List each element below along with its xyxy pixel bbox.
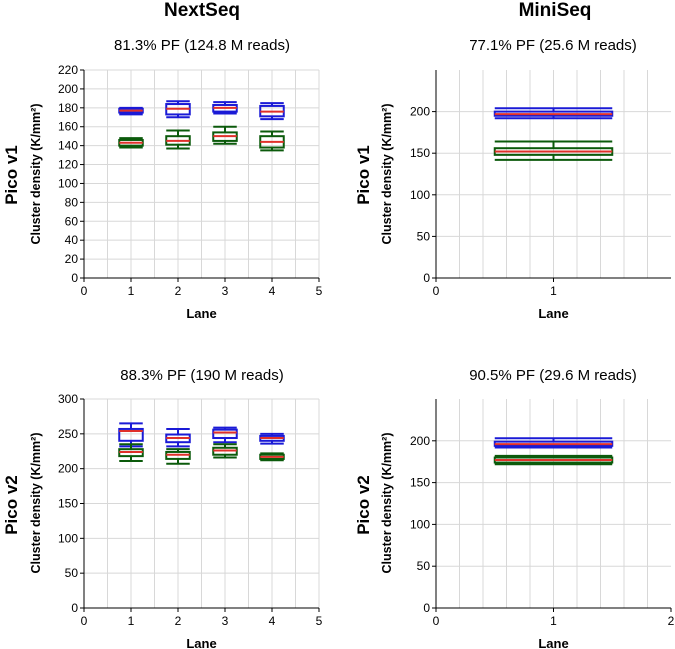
y-tick-label: 100 <box>410 517 430 531</box>
box-lower-lane-2 <box>165 129 191 150</box>
box-upper-lane-1 <box>493 107 614 120</box>
box-upper-lane-3 <box>212 426 238 444</box>
y-tick-label: 180 <box>58 101 78 115</box>
panel-nextseq-v2 <box>80 398 320 612</box>
x-tick-label: 5 <box>316 614 323 628</box>
x-tick-label: 1 <box>550 284 557 298</box>
x-tick-label: 0 <box>433 614 440 628</box>
y-tick-label: 140 <box>58 139 78 153</box>
y-tick-label: 80 <box>65 195 79 209</box>
box-iqr <box>212 428 238 440</box>
y-tick-label: 0 <box>71 601 78 615</box>
box-lower-lane-1 <box>118 443 144 463</box>
y-tick-label: 200 <box>58 82 78 96</box>
y-tick-label: 0 <box>423 271 430 285</box>
y-tick-label: 250 <box>58 427 78 441</box>
x-tick-label: 0 <box>81 614 88 628</box>
column-header-miniseq: MiniSeq <box>518 0 592 21</box>
box-lower-lane-1 <box>493 454 614 466</box>
y-tick-label: 150 <box>410 476 430 490</box>
panel-title: 77.1% PF (25.6 M reads) <box>469 37 637 54</box>
x-tick-label: 2 <box>175 284 182 298</box>
box-upper-lane-2 <box>165 427 191 448</box>
panel-title: 90.5% PF (29.6 M reads) <box>469 367 637 384</box>
y-tick-label: 50 <box>417 229 431 243</box>
box-lower-lane-4 <box>259 130 285 152</box>
x-axis-label: Lane <box>538 636 568 649</box>
y-tick-label: 200 <box>410 434 430 448</box>
x-tick-label: 1 <box>128 614 135 628</box>
panel-title: 88.3% PF (190 M reads) <box>120 367 283 384</box>
box-lower-lane-3 <box>212 443 238 459</box>
box-lower-lane-4 <box>259 452 285 462</box>
x-tick-label: 3 <box>222 614 229 628</box>
y-tick-label: 100 <box>58 176 78 190</box>
y-tick-label: 60 <box>65 214 79 228</box>
panel-miniseq-v2 <box>432 399 672 612</box>
y-tick-label: 0 <box>423 601 430 615</box>
x-axis-label: Lane <box>538 306 568 321</box>
x-tick-label: 4 <box>269 614 276 628</box>
y-tick-label: 20 <box>65 252 79 266</box>
box-upper-lane-4 <box>259 102 285 121</box>
box-upper-lane-1 <box>118 106 144 116</box>
y-axis-label: Cluster density (K/mm²) <box>380 104 394 245</box>
y-tick-label: 120 <box>58 158 78 172</box>
y-tick-label: 40 <box>65 233 79 247</box>
x-axis-label: Lane <box>186 306 216 321</box>
x-tick-label: 5 <box>316 284 323 298</box>
panel-nextseq-v1 <box>80 69 320 282</box>
box-lower-lane-2 <box>165 448 191 465</box>
y-axis-label: Cluster density (K/mm²) <box>380 433 394 574</box>
box-lower-lane-1 <box>493 140 614 161</box>
y-tick-label: 100 <box>410 188 430 202</box>
y-tick-label: 50 <box>65 566 79 580</box>
x-tick-label: 2 <box>175 614 182 628</box>
x-tick-label: 2 <box>668 614 675 628</box>
box-lower-lane-1 <box>118 137 144 149</box>
x-tick-label: 3 <box>222 284 229 298</box>
box-upper-lane-1 <box>493 437 614 449</box>
y-tick-label: 300 <box>58 392 78 406</box>
x-tick-label: 0 <box>433 284 440 298</box>
x-tick-label: 4 <box>269 284 276 298</box>
y-tick-label: 200 <box>410 105 430 119</box>
y-axis-label: Cluster density (K/mm²) <box>29 433 43 574</box>
y-tick-label: 200 <box>58 462 78 476</box>
y-tick-label: 100 <box>58 531 78 545</box>
box-upper-lane-3 <box>212 101 238 115</box>
panel-miniseq-v1 <box>432 70 671 282</box>
box-upper-lane-2 <box>165 100 191 119</box>
y-tick-label: 0 <box>71 271 78 285</box>
y-tick-label: 160 <box>58 120 78 134</box>
box-iqr <box>118 427 144 442</box>
x-tick-label: 0 <box>81 284 88 298</box>
x-tick-label: 1 <box>550 614 557 628</box>
y-axis-label: Cluster density (K/mm²) <box>29 104 43 245</box>
panel-title: 81.3% PF (124.8 M reads) <box>114 37 290 54</box>
x-axis-label: Lane <box>186 636 216 649</box>
x-tick-label: 1 <box>128 284 135 298</box>
y-tick-label: 150 <box>58 497 78 511</box>
y-tick-label: 50 <box>417 559 431 573</box>
box-upper-lane-4 <box>259 432 285 445</box>
y-tick-label: 150 <box>410 146 430 160</box>
column-header-nextseq: NextSeq <box>163 0 241 21</box>
y-tick-label: 220 <box>58 63 78 77</box>
box-lower-lane-3 <box>212 125 238 145</box>
